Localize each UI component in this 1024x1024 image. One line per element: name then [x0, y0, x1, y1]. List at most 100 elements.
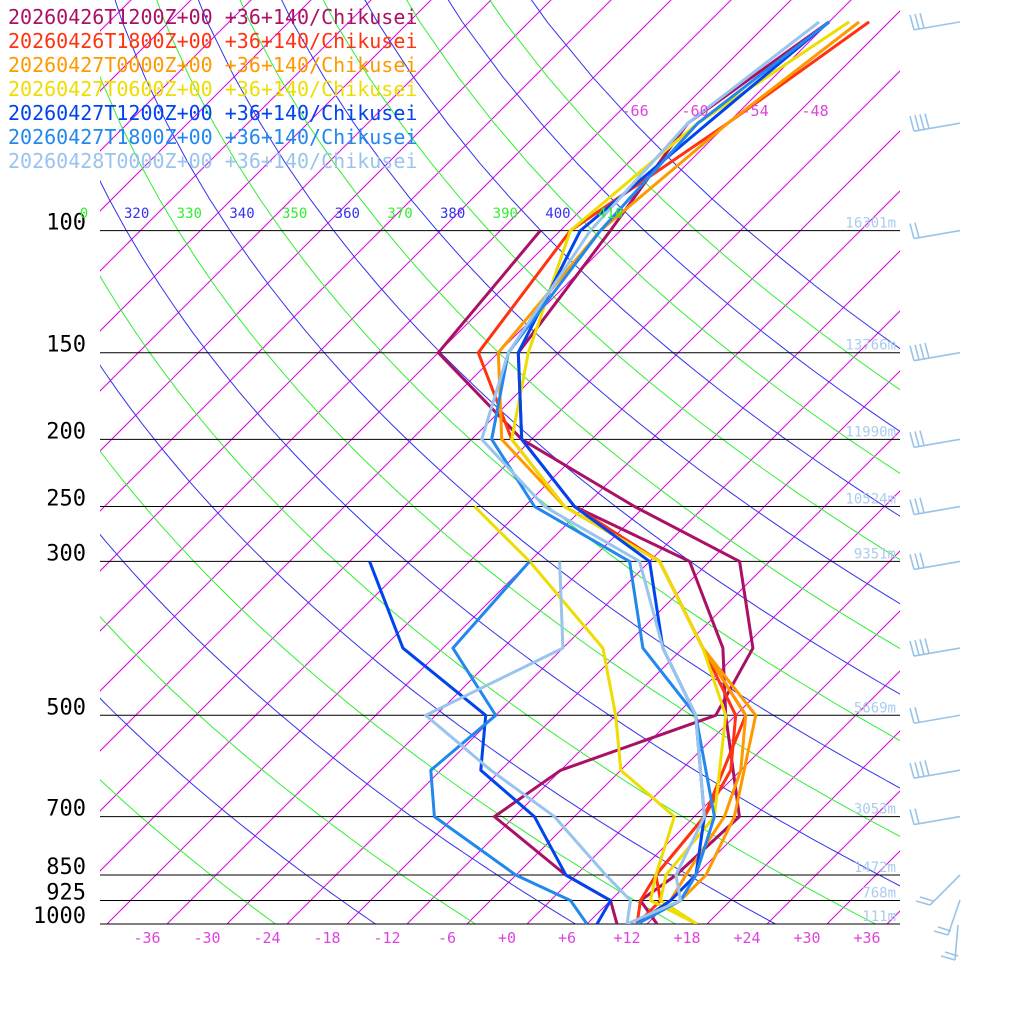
dry-adiabat: [406, 0, 900, 474]
upper-temperature-label: -60: [682, 102, 709, 120]
wind-barbs: [909, 12, 961, 961]
dry-adiabat: [156, 0, 900, 742]
temperature-tick-label: +12: [613, 929, 640, 947]
dry-adiabat: [100, 275, 877, 924]
isotherm: [526, 550, 900, 924]
dewpoint-profile: [424, 561, 632, 924]
isotherm: [100, 0, 312, 212]
upper-temperature-labels: -66 -60 -54 -48: [622, 102, 829, 120]
height-label: 9351m: [854, 546, 896, 562]
temperature-tick-label: -6: [438, 929, 456, 947]
pressure-label: 925: [46, 881, 86, 906]
pressure-label: 150: [46, 333, 86, 358]
pressure-label: 1000: [33, 904, 86, 929]
wind-barb: [909, 808, 961, 826]
temperature-tick-label: +6: [558, 929, 576, 947]
pressure-label: 100: [46, 211, 86, 236]
wind-barb: [909, 760, 961, 779]
upper-temperature-label: -48: [802, 102, 829, 120]
isotherm: [100, 0, 372, 272]
dry-adiabat: [100, 179, 900, 887]
height-label: 16301m: [845, 216, 896, 232]
dry-adiabat-lines: [100, 0, 900, 924]
dry-adiabat: [100, 615, 477, 924]
legend-entry: 20260427T1800Z+00 +36+140/Chikusei: [8, 125, 417, 149]
height-label: 11990m: [845, 424, 896, 440]
dewpoint-profile: [436, 229, 755, 924]
dry-adiabat: [197, 0, 900, 695]
pressure-label: 250: [46, 487, 86, 512]
temperature-tick-label: +0: [498, 929, 516, 947]
legend: 20260426T1200Z+00 +36+140/Chikusei202604…: [8, 5, 417, 173]
legend-entry: 20260426T1800Z+00 +36+140/Chikusei: [8, 29, 417, 53]
height-label: 5669m: [854, 700, 896, 716]
theta-label: 350: [282, 206, 307, 222]
upper-temperature-label: -66: [622, 102, 649, 120]
dry-adiabat: [100, 533, 577, 924]
isotherm: [100, 0, 792, 692]
height-label: 3053m: [854, 802, 896, 818]
wind-barb: [909, 638, 961, 657]
temperature-tick-label: +36: [853, 929, 880, 947]
isotherm: [100, 10, 900, 812]
dry-adiabat: [100, 779, 277, 924]
theta-labels: 0 320 330 340 350 360 370 380 390 400 410: [80, 206, 624, 222]
theta-label: 330: [177, 206, 202, 222]
temperature-tick-label: -12: [373, 929, 400, 947]
dewpoint-profile: [429, 560, 589, 924]
temperature-tick-label: -36: [133, 929, 160, 947]
pressure-label: 300: [46, 541, 86, 566]
theta-label: 400: [545, 206, 570, 222]
isotherm: [100, 0, 252, 152]
upper-temperature-label: -54: [742, 102, 769, 120]
isotherm: [826, 850, 900, 924]
isotherm: [226, 250, 900, 924]
isotherm: [646, 670, 900, 924]
isotherm: [706, 730, 900, 924]
isotherm: [766, 790, 900, 924]
isotherm: [886, 910, 900, 924]
theta-label: 340: [229, 206, 254, 222]
wind-barb: [940, 924, 959, 961]
wind-barb: [909, 707, 961, 725]
legend-entry: 20260427T0600Z+00 +36+140/Chikusei: [8, 77, 417, 101]
isotherm: [100, 0, 492, 392]
pressure-label: 200: [46, 419, 86, 444]
temperature-profile: [510, 20, 850, 924]
dry-adiabat: [114, 0, 900, 789]
dry-adiabat: [364, 0, 900, 517]
height-label: 1472m: [854, 860, 896, 876]
theta-label: 380: [440, 206, 465, 222]
dry-adiabat: [322, 0, 900, 561]
height-labels: 16301m 13766m 11990m 10524m 9351m 5669m 3053m 1…: [845, 216, 896, 925]
temperature-tick-label: +24: [733, 929, 760, 947]
legend-entry: 20260427T1200Z+00 +36+140/Chikusei: [8, 101, 417, 125]
dry-adiabat: [530, 0, 900, 350]
theta-label: 0: [80, 206, 88, 222]
dry-adiabat: [100, 450, 677, 924]
wind-barb: [909, 113, 961, 132]
isotherm: [932, 0, 1024, 939]
wind-barb: [909, 342, 961, 362]
height-label: 111m: [862, 909, 896, 925]
theta-label: 390: [493, 206, 518, 222]
dry-adiabat: [281, 0, 900, 605]
temperature-axis: -36 -30 -24 -18 -12 -6 +0 +6 +12 +18 +24 +30 +36: [133, 929, 880, 947]
pressure-label: 700: [46, 797, 86, 822]
temperature-tick-label: +18: [673, 929, 700, 947]
legend-entry: 20260427T0000Z+00 +36+140/Chikusei: [8, 53, 417, 77]
legend-entry: 20260428T0000Z+00 +36+140/Chikusei: [8, 149, 417, 173]
wind-barb: [909, 12, 961, 31]
dry-adiabat: [100, 697, 377, 924]
pressure-label: 850: [46, 855, 86, 880]
isotherm: [100, 0, 732, 632]
sounding-profiles: [368, 20, 870, 924]
theta-label: 360: [335, 206, 360, 222]
temperature-tick-label: +30: [793, 929, 820, 947]
dry-adiabat: [100, 364, 777, 924]
theta-label: 410: [598, 206, 623, 222]
height-label: 13766m: [845, 338, 896, 354]
wind-barb: [909, 430, 961, 449]
legend-entry: 20260426T1200Z+00 +36+140/Chikusei: [8, 5, 417, 29]
theta-label: 320: [124, 206, 149, 222]
